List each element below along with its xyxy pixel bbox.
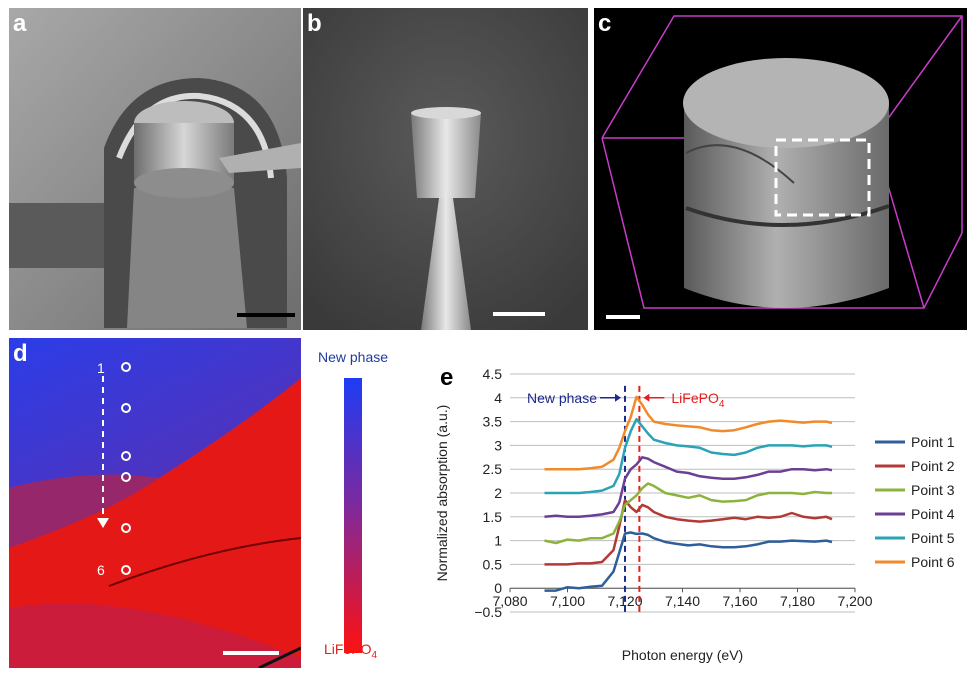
colorbar-top-label: New phase bbox=[318, 349, 389, 365]
panel-a-label: a bbox=[13, 10, 27, 37]
colorbar-bottom-label: LiFePO4 bbox=[324, 641, 377, 661]
y-tick-label: 2.5 bbox=[483, 461, 503, 477]
panel-d-label: d bbox=[13, 340, 28, 367]
x-tick-label: 7,200 bbox=[837, 593, 872, 609]
annotation-lifepo-arrowhead bbox=[643, 393, 650, 402]
series-line-point-3 bbox=[544, 482, 832, 545]
annotation-lifepo: LiFePO4 bbox=[671, 390, 724, 410]
annotation-lifepo-subscript: 4 bbox=[719, 399, 725, 410]
x-tick-label: 7,160 bbox=[722, 593, 757, 609]
series-line-point-5 bbox=[544, 417, 833, 495]
x-axis-label: Photon energy (eV) bbox=[622, 647, 743, 663]
panel-a-sem-image: a bbox=[9, 8, 301, 330]
series-line-point-6 bbox=[544, 395, 833, 471]
x-tick-label: 7,180 bbox=[780, 593, 815, 609]
y-tick-label: 4 bbox=[494, 390, 502, 406]
colorbar-bottom-text: LiFePO bbox=[324, 641, 372, 657]
panel-b-sem-image: b bbox=[303, 8, 588, 330]
y-tick-label: 4.5 bbox=[483, 366, 503, 382]
x-tick-label: 7,080 bbox=[492, 593, 527, 609]
series-line-point-2 bbox=[544, 498, 833, 566]
panel-c-illustration bbox=[594, 8, 967, 330]
panel-a-scale-bar bbox=[237, 313, 295, 317]
panel-b-illustration bbox=[303, 8, 588, 330]
annotation-new-phase-arrowhead bbox=[615, 393, 621, 402]
y-axis-label: Normalized absorption (a.u.) bbox=[434, 405, 450, 582]
panel-d-point-1-label: 1 bbox=[97, 360, 105, 376]
y-tick-label: 0.5 bbox=[483, 556, 503, 572]
legend-label-point-3: Point 3 bbox=[911, 482, 955, 498]
y-tick-label: 1.5 bbox=[483, 509, 503, 525]
series-line-point-1 bbox=[544, 531, 833, 592]
y-tick-label: 2 bbox=[494, 485, 502, 501]
panel-d-point-6-label: 6 bbox=[97, 562, 105, 578]
panel-c-tomography-render: c bbox=[594, 8, 967, 330]
annotation-new-phase: New phase bbox=[527, 390, 597, 406]
y-tick-label: 3 bbox=[494, 437, 502, 453]
colorbar: New phase LiFePO4 bbox=[310, 338, 410, 668]
y-tick-label: 3.5 bbox=[483, 414, 503, 430]
y-tick-label: −0.5 bbox=[474, 604, 502, 620]
y-tick-label: 1 bbox=[494, 533, 502, 549]
panel-d-illustration bbox=[9, 338, 301, 668]
panel-b-label: b bbox=[307, 10, 322, 37]
panel-b-scale-bar bbox=[493, 312, 545, 316]
y-tick-label: 0 bbox=[494, 580, 502, 596]
panel-d-scale-bar bbox=[223, 651, 279, 655]
panel-d-phase-map: d 1 6 bbox=[9, 338, 301, 668]
series-line-point-4 bbox=[544, 456, 833, 519]
x-tick-label: 7,140 bbox=[665, 593, 700, 609]
legend-label-point-4: Point 4 bbox=[911, 506, 955, 522]
colorbar-gradient bbox=[344, 378, 362, 653]
panel-c-scale-bar bbox=[606, 315, 640, 319]
panel-c-label: c bbox=[598, 10, 612, 37]
legend-label-point-1: Point 1 bbox=[911, 434, 955, 450]
colorbar-bottom-subscript: 4 bbox=[371, 649, 378, 661]
panel-e-label: e bbox=[440, 364, 454, 391]
panel-a-illustration bbox=[9, 8, 301, 330]
legend-label-point-6: Point 6 bbox=[911, 554, 955, 570]
legend-label-point-2: Point 2 bbox=[911, 458, 955, 474]
legend-label-point-5: Point 5 bbox=[911, 530, 955, 546]
panel-e-chart: −0.500.511.522.533.544.57,0807,1007,1207… bbox=[420, 360, 969, 673]
xanes-chart-svg: −0.500.511.522.533.544.57,0807,1007,1207… bbox=[434, 366, 955, 663]
x-tick-label: 7,100 bbox=[550, 593, 585, 609]
